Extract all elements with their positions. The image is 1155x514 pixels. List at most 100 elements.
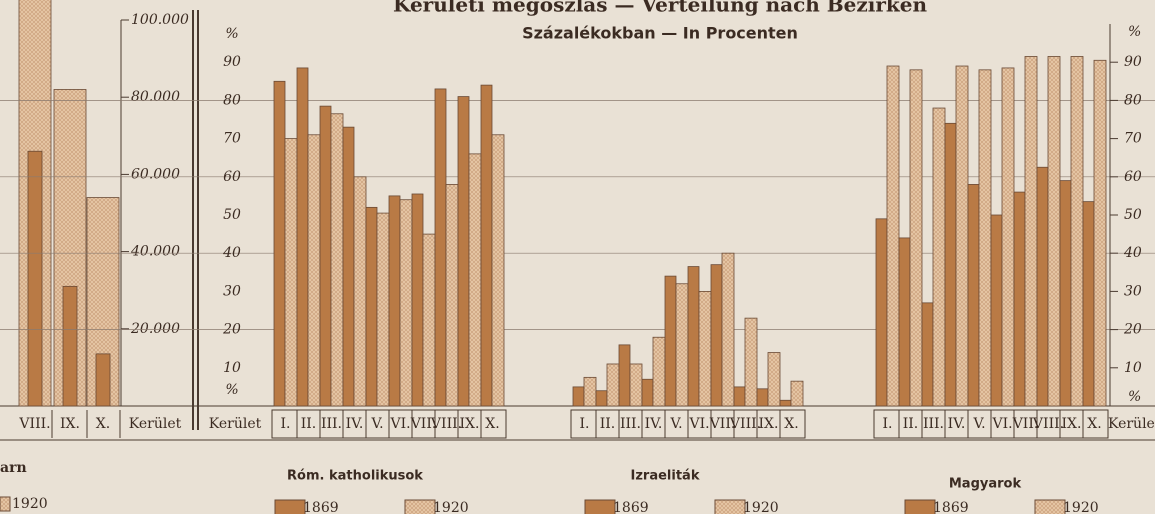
legend-label: 1869 [613, 500, 649, 514]
y-tick-label-right: 70 [1124, 131, 1142, 147]
bar [1013, 191, 1026, 407]
x-tick-label: X. [784, 416, 798, 432]
subtitle: Százalékokban — In Procenten [522, 24, 798, 43]
title: Kerületi megoszlás — Verteilung nach Bez… [393, 0, 927, 17]
x-label: Kerület [129, 416, 182, 432]
legend-label: 1869 [933, 500, 969, 514]
x-tick-label: VIII. [1032, 416, 1064, 432]
bar [909, 69, 923, 407]
bar [376, 212, 390, 407]
bar [457, 96, 470, 407]
bar [1093, 59, 1107, 407]
legend-swatch [274, 499, 306, 514]
bar [353, 176, 367, 407]
bar [365, 206, 378, 407]
y-label: % [225, 382, 238, 398]
x-tick-label: I. [580, 416, 590, 432]
bar [480, 84, 493, 407]
bar [990, 214, 1003, 407]
bar [967, 184, 980, 407]
x-tick-label: I. [883, 416, 893, 432]
y-tick-label-right: 10 [1124, 360, 1142, 376]
bar [767, 352, 781, 407]
y-tick-label: 40 [222, 245, 241, 261]
legend-label: 1920 [743, 500, 779, 514]
x-tick-label: III. [321, 416, 342, 432]
y-tick-label-right: 20 [1123, 322, 1142, 338]
y-tick-label: 20.000 [130, 321, 180, 337]
y-tick-label-right: 60 [1124, 169, 1142, 185]
y-tick-label: 10 [223, 360, 241, 376]
legend-swatch [1034, 499, 1066, 514]
legend-swatch [714, 499, 746, 514]
bar [932, 107, 946, 407]
bar [898, 237, 911, 407]
y-tick-label: 50 [223, 207, 241, 223]
bar [675, 283, 689, 407]
x-tick-label: X. [96, 416, 110, 432]
x-tick-label: IV. [645, 416, 663, 432]
bar [296, 67, 309, 407]
x-tick-label: IX. [60, 416, 80, 432]
bar [1047, 56, 1061, 407]
legend-swatch [904, 499, 936, 514]
legend-label: 1920 [433, 500, 469, 514]
y-tick-label: 60.000 [131, 166, 180, 182]
bar [875, 218, 888, 407]
bar [606, 363, 620, 407]
x-tick-label: V. [972, 416, 985, 432]
bar [319, 105, 332, 407]
bar [618, 344, 631, 407]
bar [583, 376, 597, 407]
x-tick-label: VI. [991, 416, 1012, 432]
legend-swatch [404, 499, 436, 514]
bar [721, 252, 735, 407]
bar [330, 113, 344, 407]
y-tick-label-right: 40 [1123, 245, 1142, 261]
bar [1070, 56, 1084, 407]
bar [445, 184, 459, 407]
x-tick-label: III. [620, 416, 641, 432]
bar [1036, 166, 1049, 407]
x-tick-label: II. [903, 416, 919, 432]
x-tick-label: X. [1087, 416, 1101, 432]
legend-title: Magyarok [949, 477, 1022, 492]
legend-title: arn [0, 460, 27, 476]
bar [307, 134, 321, 407]
y-tick-label: 80 [223, 92, 241, 108]
bar [399, 199, 413, 407]
bar [284, 138, 298, 407]
bar [1024, 56, 1038, 407]
x-label: Kerület [209, 416, 262, 432]
bar [921, 302, 934, 407]
x-tick-label: IX. [759, 416, 779, 432]
bar [978, 69, 992, 407]
bar [468, 153, 482, 407]
bar [273, 80, 286, 407]
bar [27, 150, 43, 407]
x-tick-label: IV. [948, 416, 966, 432]
x-tick-label: X. [485, 416, 499, 432]
bar [1059, 180, 1072, 407]
bar [733, 386, 746, 407]
x-tick-label: IV. [346, 416, 364, 432]
y-label: % [1128, 389, 1141, 405]
bar [342, 126, 355, 407]
y-tick-label-right: 50 [1124, 207, 1142, 223]
x-tick-label: VI. [688, 416, 709, 432]
x-tick-label: IX. [1062, 416, 1082, 432]
bar [790, 380, 804, 407]
x-tick-label: V. [669, 416, 682, 432]
y-tick-label-right: 90 [1124, 54, 1142, 70]
x-tick-label: II. [301, 416, 317, 432]
bar [944, 122, 957, 407]
y-tick-label: 80.000 [131, 89, 180, 105]
bar [652, 336, 666, 407]
bar [411, 193, 424, 407]
bar [779, 399, 792, 407]
x-label-right: Kerüle [1108, 416, 1155, 432]
legend-title: Izraeliták [631, 469, 700, 484]
x-tick-label: I. [281, 416, 291, 432]
x-tick-label: VI. [389, 416, 410, 432]
